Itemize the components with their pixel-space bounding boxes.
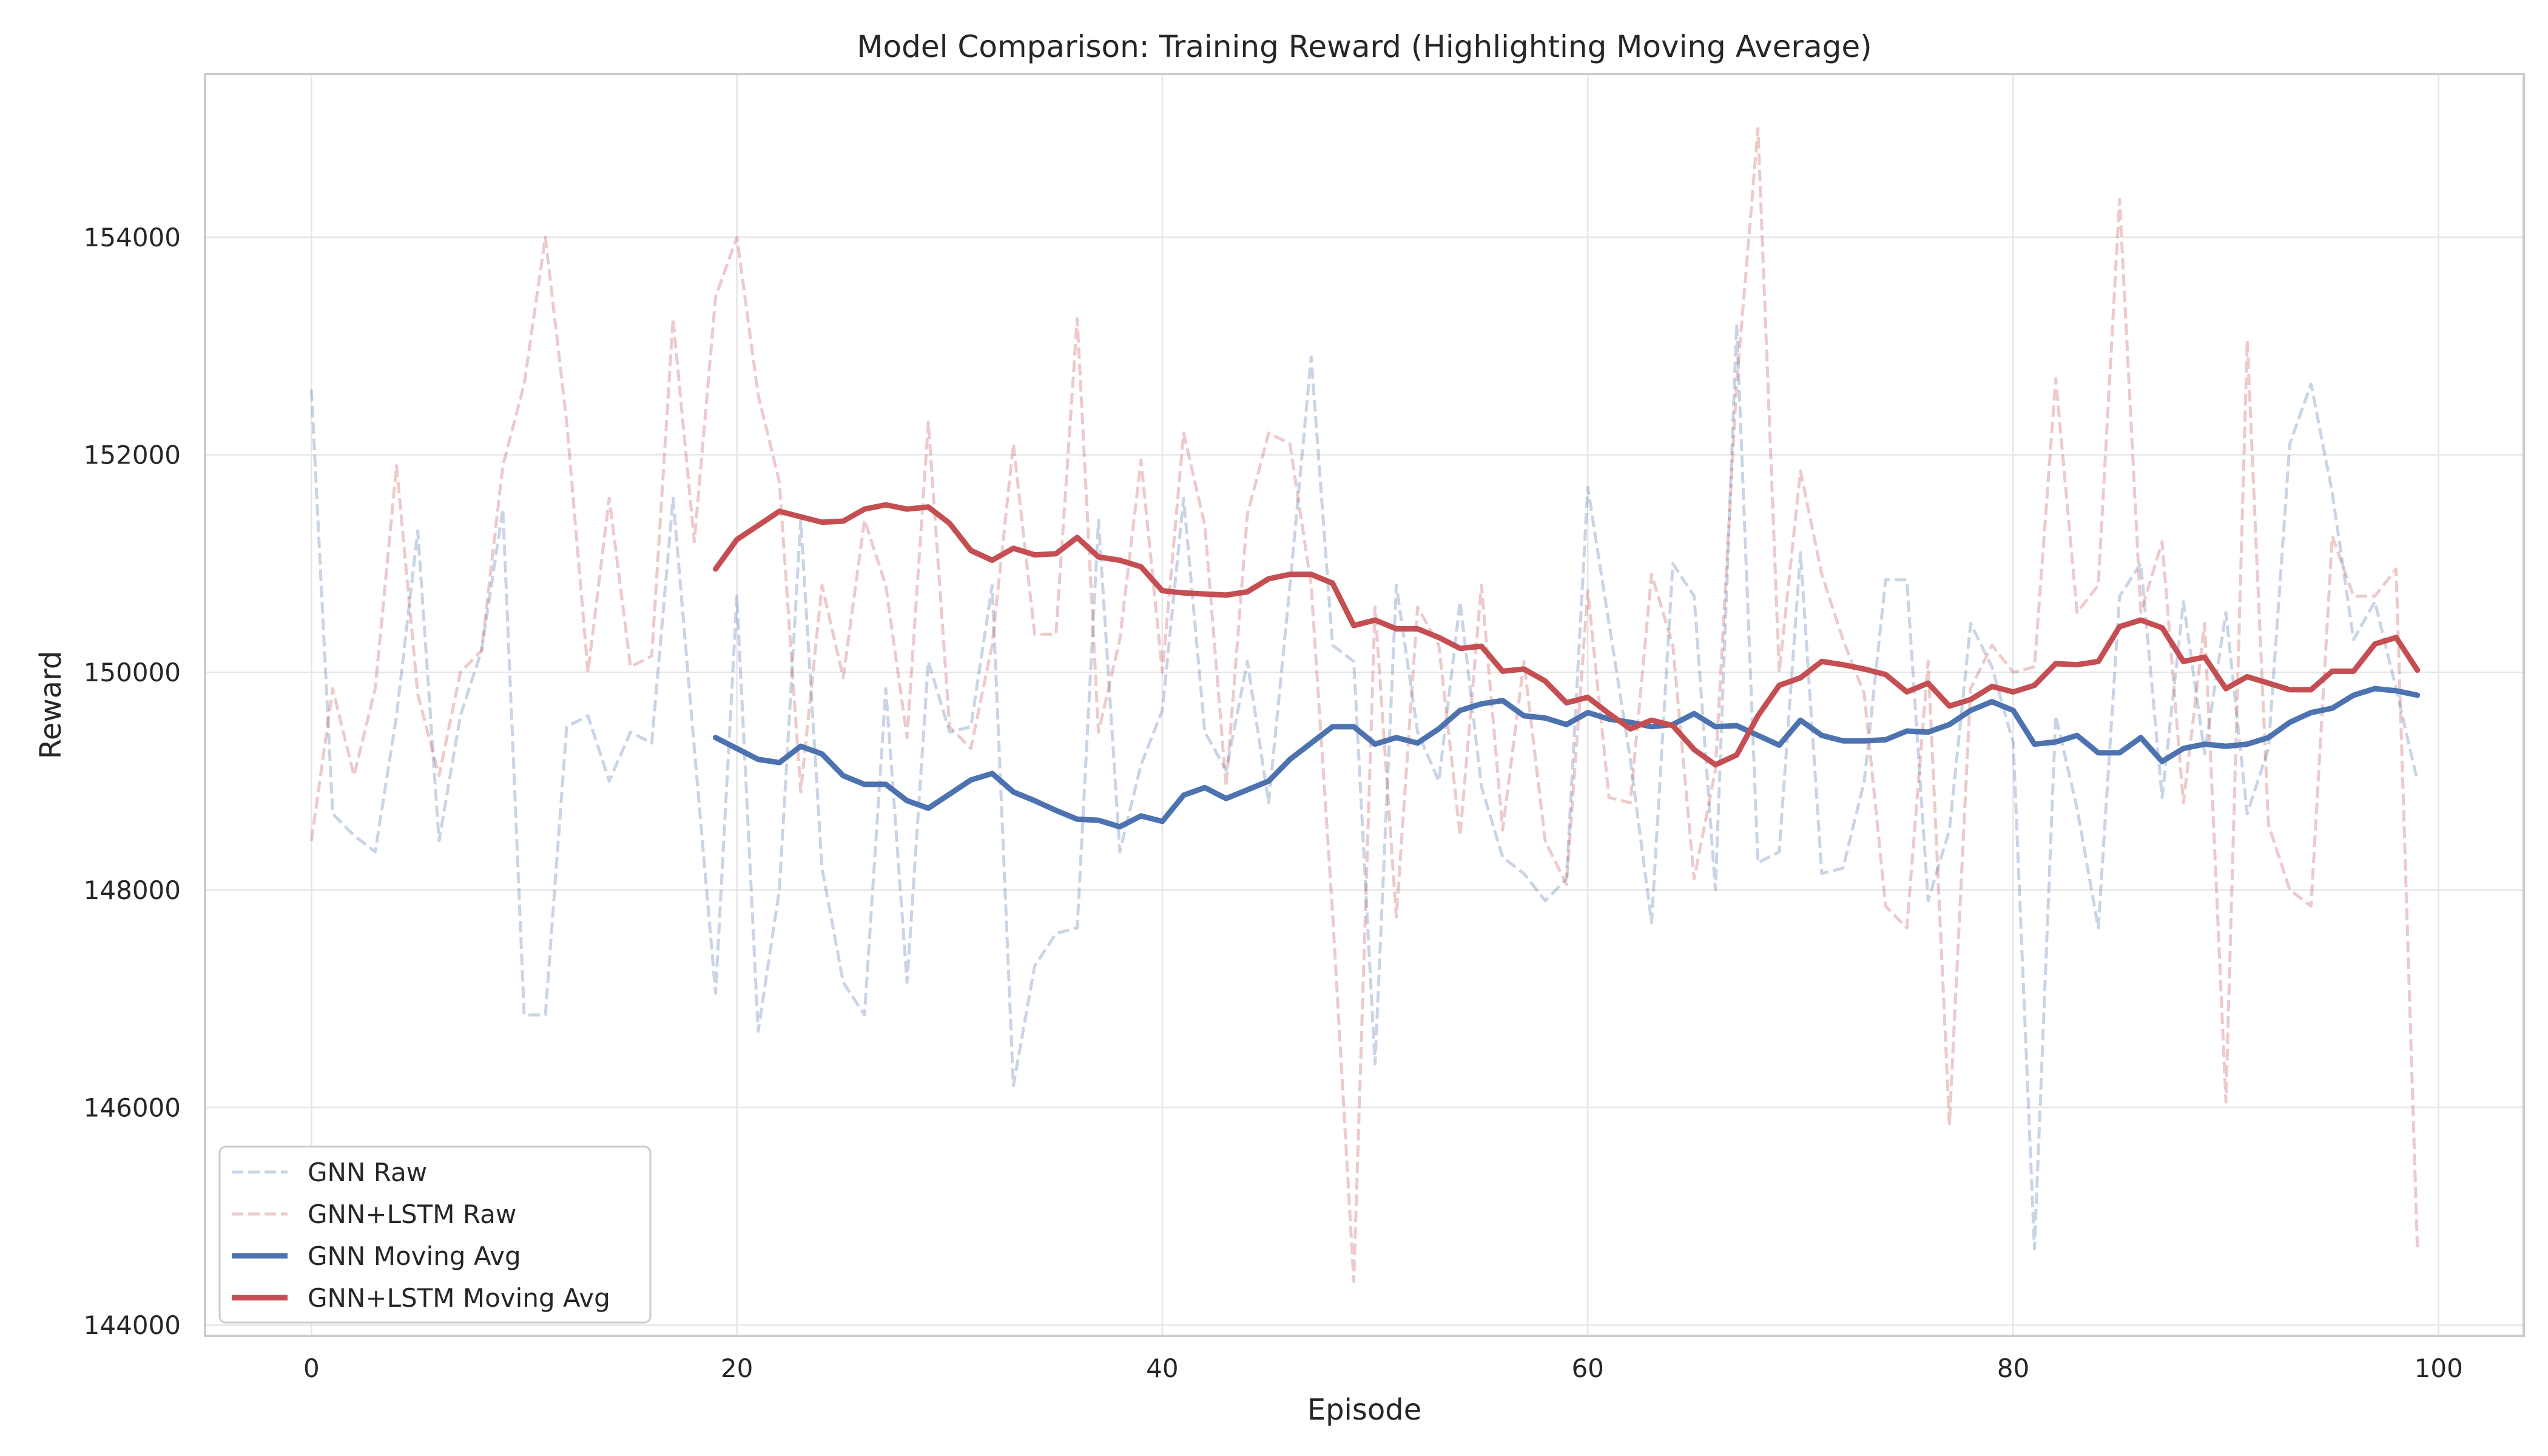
legend-box [218, 1145, 652, 1324]
y-tick-label: 154000 [84, 223, 181, 252]
x-tick-label: 20 [721, 1353, 753, 1383]
y-tick-label: 146000 [84, 1093, 181, 1122]
series-layer [309, 127, 2421, 1283]
x-axis-title: Episode [1307, 1393, 1422, 1427]
series-line-1 [309, 322, 2419, 1251]
x-axis-ticks: 0 20 40 60 80 100 [303, 1353, 2463, 1383]
legend-label: GNN Raw [308, 1158, 427, 1187]
grid [205, 74, 2524, 1336]
x-tick-label: 60 [1571, 1353, 1603, 1383]
series-line-4 [713, 502, 2421, 768]
legend-label: GNN Moving Avg [308, 1241, 521, 1271]
y-tick-label: 148000 [84, 875, 181, 905]
y-tick-label: 152000 [84, 440, 181, 470]
x-tick-label: 0 [303, 1353, 320, 1383]
y-axis-ticks: 144000 146000 148000 150000 152000 154000 [84, 223, 181, 1340]
series-line-2 [309, 127, 2419, 1283]
series-line-3 [713, 686, 2421, 830]
x-tick-label: 100 [2415, 1353, 2463, 1383]
legend: GNN Raw GNN+LSTM Raw GNN Moving Avg GNN+LST… [218, 1145, 652, 1324]
plot-frame [204, 73, 2525, 1337]
x-tick-label: 80 [1997, 1353, 2029, 1383]
chart-title: Model Comparison: Training Reward (Highl… [857, 29, 1872, 64]
legend-label: GNN+LSTM Raw [308, 1199, 516, 1229]
y-axis-title: Reward [34, 651, 68, 760]
y-tick-label: 150000 [84, 658, 181, 687]
legend-label: GNN+LSTM Moving Avg [308, 1283, 610, 1313]
x-tick-label: 40 [1146, 1353, 1178, 1383]
y-tick-label: 144000 [84, 1310, 181, 1340]
